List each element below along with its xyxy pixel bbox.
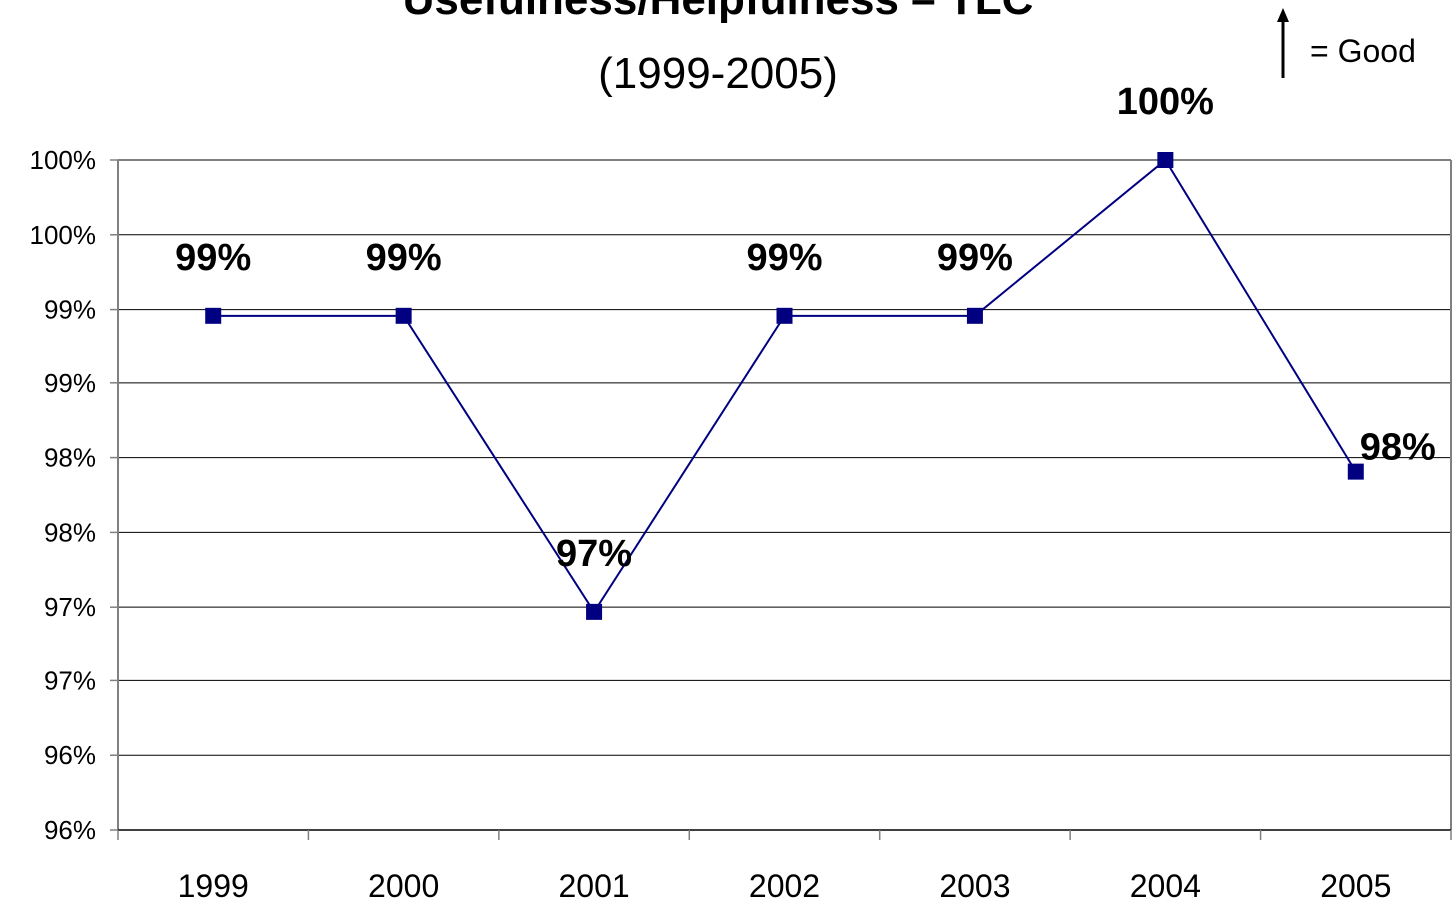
- x-tick-label: 1999: [178, 868, 249, 903]
- x-axis-ticks: 1999 2000 2001 2002 2003 2004 2005: [178, 868, 1392, 903]
- axes: [110, 159, 1452, 840]
- y-tick-label: 96%: [44, 815, 96, 845]
- data-point-marker: [1157, 152, 1174, 168]
- x-tick-label: 2000: [368, 868, 439, 903]
- legend-note: = Good: [1310, 33, 1416, 69]
- x-tick-label: 2001: [558, 868, 629, 903]
- x-tick-label: 2005: [1320, 868, 1391, 903]
- y-axis-ticks: 96% 96% 97% 97% 98% 98% 99% 99% 100% 100%: [30, 145, 97, 845]
- data-labels: 99% 99% 97% 99% 99% 100% 98%: [175, 81, 1436, 575]
- series-line: [213, 158, 1357, 614]
- chart-subtitle: (1999-2005): [598, 49, 838, 98]
- data-point-marker: [1347, 463, 1364, 480]
- data-label: 98%: [1360, 427, 1436, 469]
- y-tick-label: 97%: [44, 592, 96, 622]
- data-point-marker: [966, 307, 983, 324]
- data-label: 99%: [366, 237, 442, 279]
- x-tick-label: 2004: [1130, 868, 1201, 903]
- series: [205, 152, 1364, 620]
- y-tick-label: 100%: [30, 220, 97, 250]
- data-label: 97%: [556, 533, 632, 575]
- chart-title: Usefulness/Helpfulness – TLC: [403, 0, 1034, 24]
- y-tick-label: 96%: [44, 740, 96, 770]
- data-point-marker: [395, 307, 412, 324]
- y-tick-label: 98%: [44, 517, 96, 547]
- data-point-marker: [205, 307, 222, 324]
- x-tick-label: 2002: [749, 868, 820, 903]
- y-tick-label: 99%: [44, 368, 96, 398]
- x-tick-label: 2003: [939, 868, 1010, 903]
- data-point-marker: [586, 603, 603, 620]
- data-label: 99%: [937, 237, 1013, 279]
- data-label: 100%: [1117, 81, 1214, 123]
- data-label: 99%: [746, 237, 822, 279]
- up-arrow-icon: [1277, 8, 1289, 78]
- y-tick-label: 99%: [44, 295, 96, 325]
- data-label: 99%: [175, 237, 251, 279]
- y-tick-label: 100%: [30, 145, 97, 175]
- y-tick-label: 97%: [44, 665, 96, 695]
- gridlines: [118, 159, 1451, 756]
- y-tick-label: 98%: [44, 443, 96, 473]
- data-point-marker: [776, 307, 793, 324]
